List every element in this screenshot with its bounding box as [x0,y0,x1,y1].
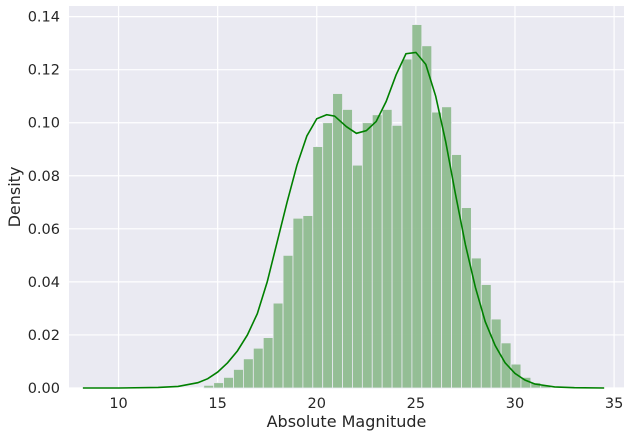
histogram-bar-17 [371,114,383,389]
y-tick-label: 0.06 [28,222,60,238]
histogram-bar-9 [292,217,304,389]
histogram-bar-6 [262,337,274,389]
histogram-bar-12 [322,122,334,389]
histogram-bar-13 [332,93,343,389]
y-tick-label: 0.04 [28,275,60,291]
histogram-bar-25 [451,154,462,389]
histogram-bars [203,24,552,389]
histogram-bar-23 [431,111,443,389]
y-tick-label: 0.12 [28,63,60,79]
histogram-bar-1 [213,382,225,389]
y-tick-label: 0.00 [28,381,60,397]
histogram-bar-3 [233,369,244,389]
histogram-bar-28 [480,284,492,389]
x-tick-label: 15 [208,396,226,412]
histogram-bar-4 [243,358,254,389]
y-tick-label: 0.02 [28,328,60,344]
histogram-bar-8 [282,254,294,389]
histogram-bar-20 [401,58,413,389]
x-tick-label: 10 [109,396,127,412]
x-tick-label: 35 [605,396,623,412]
histogram-bar-14 [342,109,353,389]
x-axis-ticks: 10 15 20 25 30 35 [109,396,623,412]
y-tick-label: 0.14 [28,10,60,26]
x-tick-label: 25 [407,396,425,412]
histogram-bar-18 [381,109,393,389]
y-tick-label: 0.08 [28,169,60,185]
histogram-bar-7 [272,302,284,389]
x-tick-label: 30 [506,396,524,412]
histogram-bar-22 [421,45,433,389]
x-axis-label: Absolute Magnitude [267,412,427,431]
histogram-bar-5 [252,347,264,389]
y-tick-label: 0.10 [28,116,60,132]
histogram-bar-2 [223,376,234,389]
kde-curve [82,51,605,389]
histogram-bar-0 [203,384,215,389]
histogram-bar-10 [302,215,314,389]
histogram-bar-16 [361,122,373,389]
histogram-bar-15 [352,164,363,389]
y-axis-ticks: 0.00 0.02 0.04 0.06 0.08 0.10 0.12 0.14 [28,10,60,397]
histogram-bar-30 [500,342,512,389]
y-axis-label: Density [5,167,24,228]
x-tick-label: 20 [308,396,326,412]
histogram-bar-31 [510,363,522,389]
histogram-bar-19 [391,124,403,389]
histogram-bar-21 [411,24,423,389]
histogram-bar-11 [312,146,324,389]
